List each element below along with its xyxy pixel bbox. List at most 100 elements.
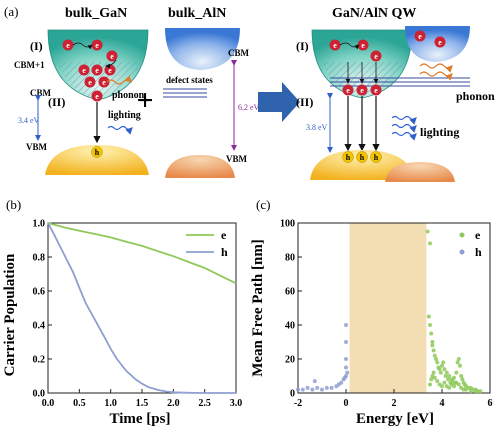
svg-text:h: h bbox=[374, 153, 379, 162]
chart-c-legend-swatch-e bbox=[459, 232, 465, 238]
qw-title: GaN/AlN QW bbox=[332, 6, 416, 21]
qw-photon-wave-1 bbox=[391, 115, 417, 125]
chart-c-point-e bbox=[431, 348, 436, 353]
mean-free-path-chart: (c) Mean Free Path [nm] Energy [eV] -2 0 2… bbox=[250, 197, 493, 427]
chart-c-point-e bbox=[430, 343, 435, 348]
chart-c-ytick-label: 40 bbox=[285, 321, 295, 332]
chart-c-point-h bbox=[300, 387, 305, 392]
gan-phonon-wave bbox=[106, 75, 132, 85]
chart-c-point-h bbox=[312, 379, 317, 384]
chart-b-ytick-label: 0.8 bbox=[33, 253, 46, 264]
chart-c-point-e bbox=[456, 382, 461, 387]
chart-c-point-h bbox=[344, 357, 348, 361]
aln-cbm: CBM bbox=[228, 48, 250, 58]
svg-text:h: h bbox=[346, 153, 351, 162]
chart-b-legend-label-e: e bbox=[221, 228, 227, 242]
chart-c-point-h bbox=[344, 323, 348, 327]
svg-text:e: e bbox=[95, 66, 99, 75]
chart-c-point-e bbox=[455, 360, 460, 365]
chart-c-legend-label-e: e bbox=[475, 228, 481, 242]
chart-c-point-e bbox=[426, 314, 431, 319]
gan-relax-arrow bbox=[105, 59, 117, 69]
gan-gap-value: 3.4 eV bbox=[18, 116, 40, 125]
chart-c-point-e bbox=[447, 374, 452, 378]
qw-electrons: e e e e e e e e bbox=[329, 30, 446, 96]
chart-c-point-e bbox=[434, 357, 438, 361]
qw-phonon-wave-2 bbox=[419, 63, 453, 73]
chart-b-xtick-label: 2.0 bbox=[167, 398, 180, 409]
bulk-gan-title: bulk_GaN bbox=[65, 6, 127, 21]
chart-c-point-e bbox=[458, 363, 462, 368]
svg-text:e: e bbox=[438, 38, 442, 47]
chart-c-xlabel: Energy [eV] bbox=[356, 411, 434, 427]
chart-b-series-line-h bbox=[47, 222, 236, 394]
chart-c-point-e bbox=[443, 374, 448, 378]
chart-b-ytick-label: 0.0 bbox=[33, 389, 46, 400]
svg-text:e: e bbox=[108, 66, 112, 75]
qw-gan-valence bbox=[310, 150, 414, 180]
transition-arrow bbox=[258, 82, 300, 122]
qw-gap-value: 3.8 eV bbox=[306, 123, 328, 132]
chart-c-ytick-label: 20 bbox=[285, 355, 295, 366]
gan-cbm: CBM bbox=[30, 88, 52, 98]
panel-b-label: (b) bbox=[6, 197, 21, 212]
chart-c-point-e bbox=[447, 385, 452, 390]
chart-c-point-h bbox=[320, 387, 324, 392]
chart-c-point-e bbox=[460, 377, 465, 382]
svg-text:h: h bbox=[360, 153, 365, 162]
chart-c-point-e bbox=[432, 353, 437, 358]
chart-c-bandgap-shade bbox=[349, 223, 427, 393]
svg-text:e: e bbox=[82, 66, 86, 75]
chart-c-point-e bbox=[441, 360, 446, 365]
chart-c-point-e bbox=[425, 229, 430, 234]
chart-c-point-h bbox=[329, 385, 334, 390]
svg-text:e: e bbox=[361, 41, 365, 50]
aln-valence-band bbox=[165, 155, 235, 178]
gan-lighting-label: lighting bbox=[108, 110, 141, 121]
chart-c-point-e bbox=[473, 389, 478, 394]
panel-a-label: (a) bbox=[4, 4, 18, 19]
chart-c-point-e bbox=[428, 323, 432, 327]
chart-c-xtick-label: 4 bbox=[440, 398, 445, 409]
gan-phonon-label: phonon bbox=[112, 90, 145, 101]
chart-c-point-e bbox=[429, 331, 434, 336]
chart-c-point-h bbox=[344, 340, 348, 344]
chart-c-ytick-label: 80 bbox=[285, 253, 295, 264]
qw-scatter-arrow bbox=[339, 42, 360, 50]
chart-b-plot-frame bbox=[47, 222, 237, 394]
chart-c-point-e bbox=[440, 363, 444, 368]
chart-b-ytick-label: 1.0 bbox=[33, 219, 46, 230]
gan-cbm-plus1: CBM+1 bbox=[14, 60, 45, 70]
chart-b-xtick-label: 0.5 bbox=[73, 398, 86, 409]
chart-c-point-e bbox=[456, 357, 461, 361]
chart-b-xlabel: Time [ps] bbox=[110, 411, 171, 427]
panel-c-label: (c) bbox=[256, 197, 270, 212]
chart-b-series-line-e bbox=[47, 222, 237, 285]
chart-c-point-h bbox=[296, 387, 300, 392]
chart-c-point-e bbox=[442, 380, 447, 385]
chart-c-point-e bbox=[431, 370, 436, 375]
qw-photon-wave-3 bbox=[391, 131, 417, 141]
carrier-population-chart: (b) Carrier Population Time [ps] 0.0 0.5 1… bbox=[2, 197, 243, 427]
chart-c-xtick-label: 2 bbox=[392, 398, 397, 409]
chart-c-point-e bbox=[444, 370, 449, 375]
qw-holes: h h h bbox=[342, 151, 382, 163]
chart-c-point-e bbox=[438, 370, 443, 375]
qw-level-II: (II) bbox=[296, 95, 313, 109]
chart-b-ylabel: Carrier Population bbox=[2, 253, 18, 376]
chart-c-legend-label-h: h bbox=[475, 245, 482, 259]
chart-b-legend-label-h: h bbox=[221, 245, 228, 259]
chart-b-xtick-label: 3.0 bbox=[230, 398, 243, 409]
chart-b-xtick-label: 1.5 bbox=[136, 398, 149, 409]
chart-c-point-e bbox=[429, 377, 434, 382]
chart-c-point-h bbox=[342, 375, 347, 380]
chart-c-point-h bbox=[339, 380, 344, 385]
chart-c-point-h bbox=[345, 370, 350, 375]
chart-c-ytick-label: 60 bbox=[285, 287, 295, 298]
band-schematic: (a) bulk_GaN (I) CBM+1 (II) CBM VBM 3.4 … bbox=[4, 4, 495, 182]
svg-text:e: e bbox=[374, 86, 378, 95]
chart-c-point-e bbox=[435, 360, 440, 365]
svg-text:e: e bbox=[88, 78, 92, 87]
qw-photon-wave-2 bbox=[391, 123, 417, 133]
svg-text:e: e bbox=[374, 52, 378, 61]
